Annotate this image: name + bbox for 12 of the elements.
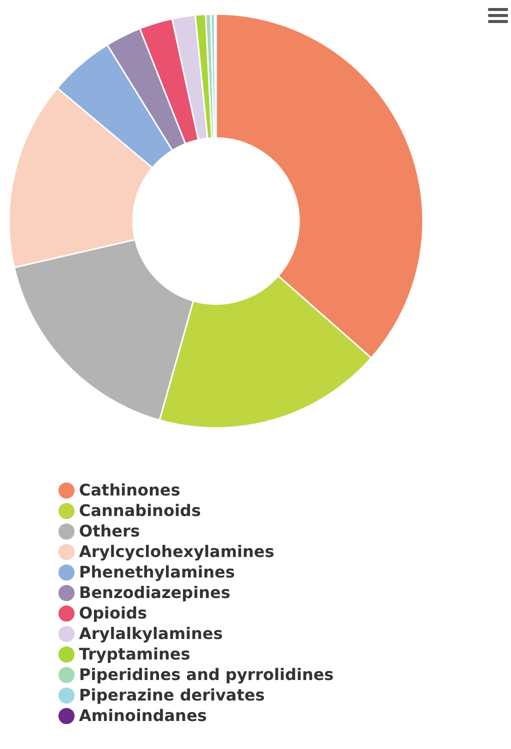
legend-label: Arylalkylamines xyxy=(79,624,223,643)
legend-label: Others xyxy=(79,522,140,540)
legend-label: Phenethylamines xyxy=(79,562,235,582)
legend-label: Opioids xyxy=(79,604,147,622)
legend-label: Benzodiazepines xyxy=(79,583,230,602)
legend-label: Cathinones xyxy=(79,480,180,500)
legend-label: Tryptamines xyxy=(79,644,190,664)
legend-label: Aminoindanes xyxy=(79,706,207,725)
legend-label: Piperidines and pyrrolidines xyxy=(79,665,334,684)
legend-label: Arylcyclohexylamines xyxy=(79,542,274,561)
legend-label: Cannabinoids xyxy=(79,501,201,520)
legend-label: Piperazine derivates xyxy=(79,686,265,704)
